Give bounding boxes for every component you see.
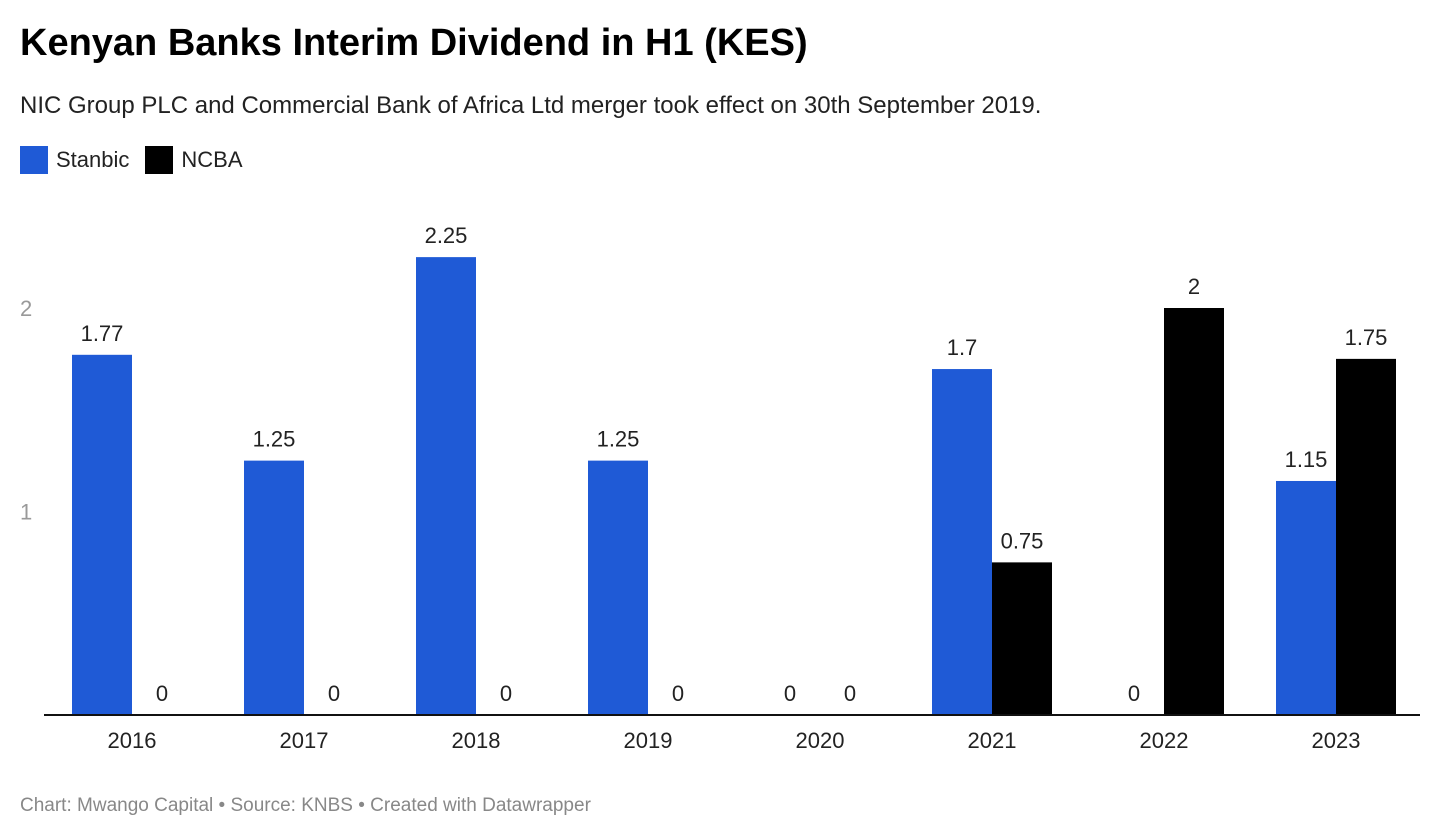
data-label: 1.7 xyxy=(947,335,978,360)
y-tick-label: 2 xyxy=(20,296,32,321)
bar-stanbic xyxy=(416,257,476,715)
legend-label-stanbic: Stanbic xyxy=(56,147,130,172)
data-label: 0 xyxy=(844,681,856,706)
x-tick-label: 2022 xyxy=(1140,728,1189,753)
legend-swatch-ncba xyxy=(145,146,174,174)
y-tick-label: 1 xyxy=(20,500,32,525)
chart-footer: Chart: Mwango Capital • Source: KNBS • C… xyxy=(20,795,591,816)
data-label: 0 xyxy=(156,681,168,706)
bar-stanbic xyxy=(588,460,648,715)
x-tick-label: 2018 xyxy=(452,728,501,753)
bar-stanbic xyxy=(72,354,132,715)
bar-ncba xyxy=(1164,308,1224,715)
data-label: 1.75 xyxy=(1345,325,1388,350)
x-tick-label: 2016 xyxy=(108,728,157,753)
data-label: 0 xyxy=(1128,681,1140,706)
data-label: 1.25 xyxy=(597,427,640,452)
legend-swatch-stanbic xyxy=(20,146,48,174)
legend-item-stanbic: Stanbic xyxy=(20,146,129,174)
bar-stanbic xyxy=(1276,480,1336,715)
data-label: 0.75 xyxy=(1001,528,1044,553)
data-label: 1.77 xyxy=(81,321,124,346)
data-label: 0 xyxy=(500,681,512,706)
data-label: 0 xyxy=(328,681,340,706)
data-label: 0 xyxy=(672,681,684,706)
chart-subtitle: NIC Group PLC and Commercial Bank of Afr… xyxy=(20,92,1042,119)
x-tick-label: 2021 xyxy=(968,728,1017,753)
chart-title: Kenyan Banks Interim Dividend in H1 (KES… xyxy=(20,22,808,64)
data-label: 0 xyxy=(784,681,796,706)
data-label: 2 xyxy=(1188,274,1200,299)
x-tick-label: 2019 xyxy=(624,728,673,753)
data-label: 1.15 xyxy=(1285,447,1328,472)
legend-label-ncba: NCBA xyxy=(181,147,243,172)
x-tick-label: 2020 xyxy=(796,728,845,753)
bar-ncba xyxy=(992,562,1052,715)
data-label: 2.25 xyxy=(425,223,468,248)
bar-chart: 1 2 1.77 0 2016 1.25 0 2017 2.25 0 2018 1.25 0 2019 0 0… xyxy=(20,223,1420,753)
legend-item-ncba: NCBA xyxy=(145,146,243,174)
legend: Stanbic NCBA xyxy=(20,146,259,174)
bar-ncba xyxy=(1336,358,1396,715)
x-tick-label: 2023 xyxy=(1312,728,1361,753)
data-label: 1.25 xyxy=(253,427,296,452)
bar-stanbic xyxy=(932,369,992,715)
x-tick-label: 2017 xyxy=(280,728,329,753)
bar-stanbic xyxy=(244,460,304,715)
